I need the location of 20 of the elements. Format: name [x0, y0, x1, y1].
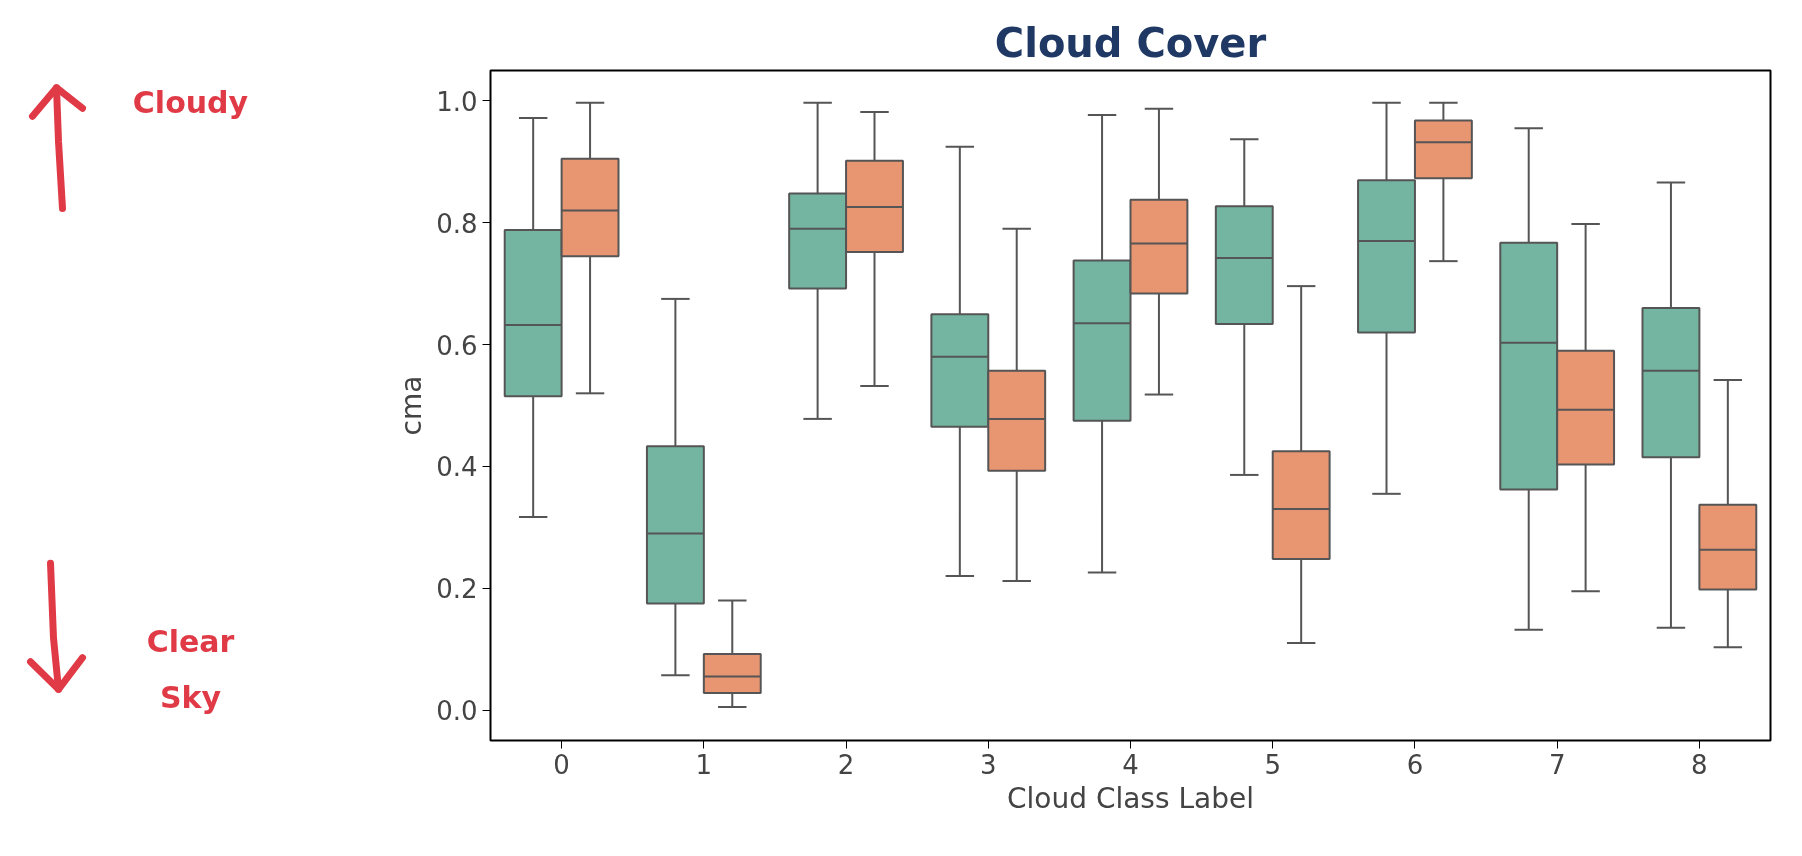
x-tick-label: 6 — [1406, 749, 1424, 780]
y-tick-label: 0.0 — [436, 696, 478, 727]
y-tick-label: 1.0 — [436, 86, 478, 117]
y-tick-label: 0.2 — [436, 574, 478, 605]
x-axis-title: Cloud Class Label — [1007, 781, 1254, 815]
x-tick-label: 5 — [1264, 749, 1281, 780]
chart-title: Cloud Cover — [994, 19, 1267, 66]
text: Clear Sky — [146, 624, 235, 716]
x-tick-label: 8 — [1691, 749, 1708, 780]
x-tick-label: 3 — [980, 749, 997, 780]
y-axis-title: cma — [395, 375, 429, 436]
x-tick-label: 1 — [695, 749, 713, 780]
x-tick-label: 4 — [1122, 749, 1139, 780]
x-tick-label: 0 — [553, 749, 570, 780]
y-tick-label: 0.4 — [436, 452, 478, 483]
y-tick-label: 0.8 — [436, 208, 478, 239]
x-tick-label: 7 — [1548, 749, 1566, 780]
text: Cloudy — [132, 84, 249, 120]
x-tick-label: 2 — [837, 749, 855, 780]
y-tick-label: 0.6 — [436, 330, 478, 361]
